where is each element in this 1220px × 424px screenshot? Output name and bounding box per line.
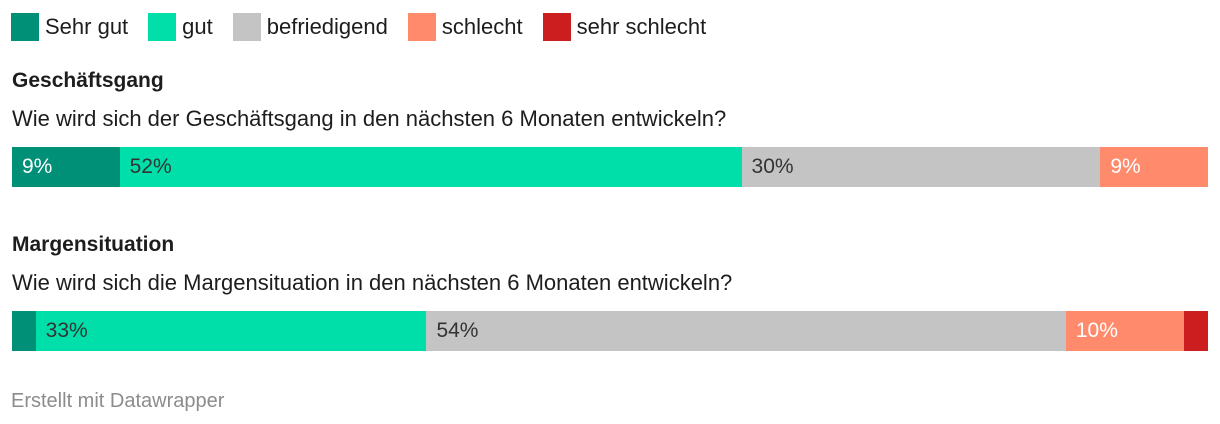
stacked-bar-margensituation: 33% 54% 10% xyxy=(12,311,1208,351)
legend-swatch-gut xyxy=(148,13,177,41)
data-label-gut: 52% xyxy=(129,155,172,178)
data-label-befriedigend: 54% xyxy=(436,319,479,342)
legend-label-befriedigend: befriedigend xyxy=(266,14,388,39)
bar-segment-sehr-gut: 9% xyxy=(12,147,120,187)
data-label-schlecht: 9% xyxy=(1110,155,1141,178)
chart-margensituation: Margensituation Wie wird sich die Margen… xyxy=(12,232,1208,351)
chart-title-margensituation: Margensituation xyxy=(12,233,175,256)
legend-swatch-sehr-schlecht xyxy=(542,13,571,41)
chart-title-geschaeftsgang: Geschäftsgang xyxy=(12,69,164,92)
legend: Sehr gut gut befriedigend schlecht sehr … xyxy=(11,12,726,42)
legend-swatch-sehr-gut xyxy=(11,13,39,41)
bar-segment-sehr-gut xyxy=(12,311,36,351)
legend-item-sehr-schlecht: sehr schlecht xyxy=(542,13,707,41)
legend-item-befriedigend: befriedigend xyxy=(232,13,388,41)
chart-question-geschaeftsgang: Wie wird sich der Geschäftsgang in den n… xyxy=(12,106,727,131)
bar-segment-sehr-schlecht xyxy=(1184,311,1208,351)
chart-question-margensituation: Wie wird sich die Margensituation in den… xyxy=(12,270,733,295)
stacked-bar-geschaeftsgang: 9% 52% 30% 9% xyxy=(12,147,1208,187)
bar-segment-schlecht: 9% xyxy=(1100,147,1208,187)
chart-geschaeftsgang: Geschäftsgang Wie wird sich der Geschäft… xyxy=(12,68,1208,187)
bar-segment-gut: 52% xyxy=(119,147,742,187)
legend-item-gut: gut xyxy=(148,13,213,41)
legend-label-schlecht: schlecht xyxy=(441,14,523,39)
legend-label-sehr-gut: Sehr gut xyxy=(45,14,129,39)
bar-segment-schlecht: 10% xyxy=(1065,311,1185,351)
footer-credit: Erstellt mit Datawrapper xyxy=(11,390,225,412)
legend-item-sehr-gut: Sehr gut xyxy=(11,13,128,41)
legend-label-sehr-schlecht: sehr schlecht xyxy=(576,14,707,39)
legend-swatch-schlecht xyxy=(407,13,436,41)
bar-segment-befriedigend: 54% xyxy=(426,311,1066,351)
data-label-schlecht: 10% xyxy=(1075,319,1118,342)
legend-item-schlecht: schlecht xyxy=(407,13,523,41)
bar-segment-befriedigend: 30% xyxy=(741,147,1101,187)
data-label-befriedigend: 30% xyxy=(751,155,794,178)
data-label-gut: 33% xyxy=(45,319,88,342)
bar-segment-gut: 33% xyxy=(35,311,427,351)
legend-label-gut: gut xyxy=(182,14,213,39)
legend-swatch-befriedigend xyxy=(232,13,261,41)
data-label-sehr-gut: 9% xyxy=(22,155,53,178)
